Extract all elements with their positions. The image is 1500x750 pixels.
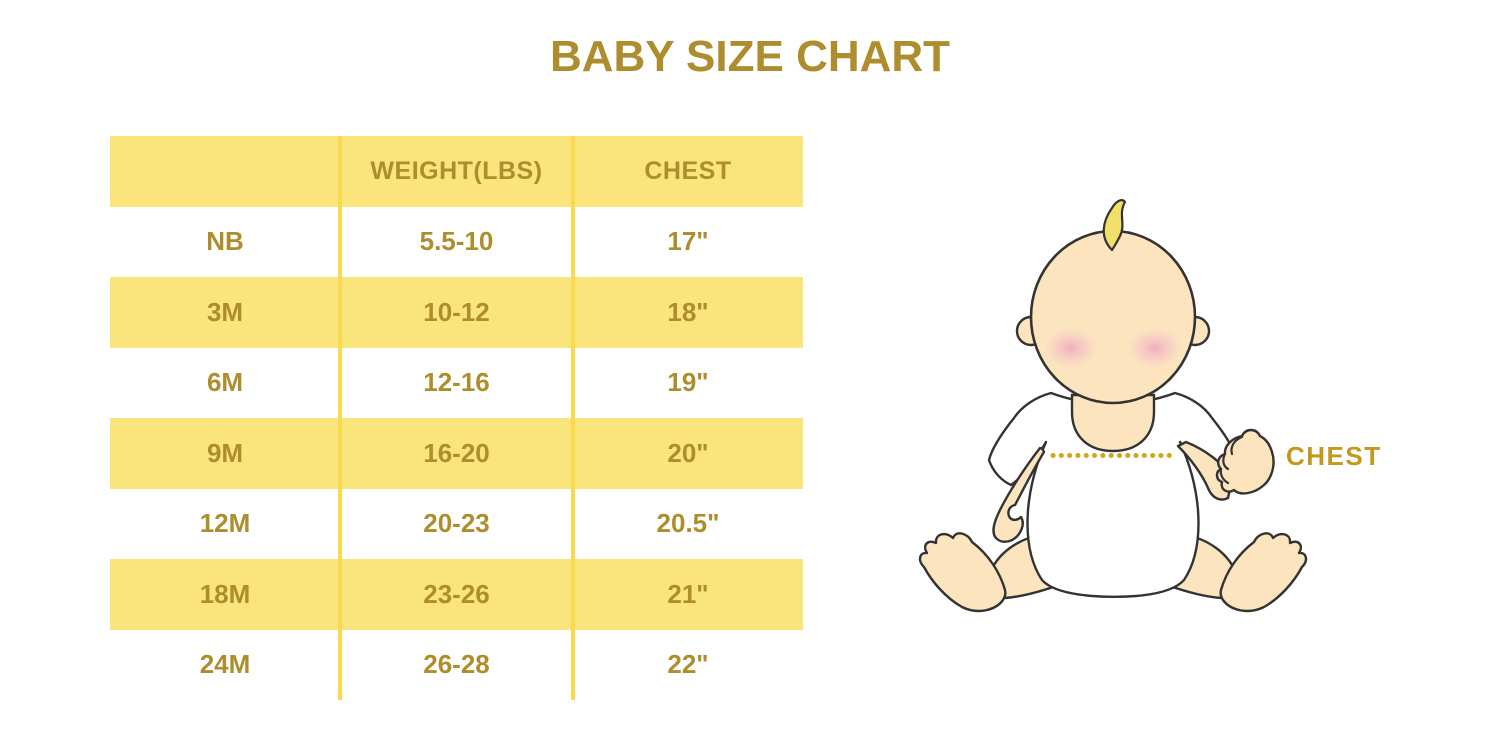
chest-cell: 20.5" xyxy=(656,508,720,539)
baby-head xyxy=(1029,229,1197,405)
baby-hair-curl xyxy=(1102,199,1127,252)
table-header-row: WEIGHT(LBS) CHEST xyxy=(110,136,803,207)
page-title: BABY SIZE CHART xyxy=(549,32,951,81)
weight-cell: 26-28 xyxy=(423,649,490,680)
chest-cell: 22" xyxy=(667,649,709,680)
chest-cell: 21" xyxy=(667,578,709,609)
column-divider xyxy=(338,136,342,700)
baby-left-foot xyxy=(918,532,1007,613)
chest-cell: 20" xyxy=(667,437,709,468)
size-cell: 6M xyxy=(206,367,244,398)
weight-cell: 20-23 xyxy=(423,508,490,539)
table-row: 24M 26-28 22" xyxy=(110,630,803,701)
size-cell: 12M xyxy=(199,508,251,539)
chest-cell: 19" xyxy=(667,367,709,398)
chest-cell: 18" xyxy=(667,296,709,327)
weight-cell: 16-20 xyxy=(423,437,490,468)
baby-neck xyxy=(1070,393,1156,453)
chest-cell: 17" xyxy=(667,226,709,257)
table-row: 12M 20-23 20.5" xyxy=(110,489,803,560)
chest-measure-label: CHEST xyxy=(1286,441,1382,471)
column-divider xyxy=(571,136,575,700)
baby-right-arm xyxy=(1176,440,1234,501)
baby-left-arm xyxy=(992,446,1046,543)
size-cell: 3M xyxy=(206,296,244,327)
baby-fist-knuckles xyxy=(1219,435,1244,485)
baby-onesie-body xyxy=(987,391,1239,598)
table-row: 9M 16-20 20" xyxy=(110,418,803,489)
header-chest: CHEST xyxy=(644,156,732,185)
table-row: 6M 12-16 19" xyxy=(110,348,803,419)
baby-fist xyxy=(1215,428,1275,495)
size-cell: NB xyxy=(206,226,244,257)
weight-cell: 10-12 xyxy=(423,296,490,327)
baby-illustration xyxy=(918,199,1308,613)
weight-cell: 12-16 xyxy=(423,367,490,398)
header-size xyxy=(110,136,340,207)
size-cell: 9M xyxy=(206,437,244,468)
size-chart-table: WEIGHT(LBS) CHEST NB 5.5-10 17" 3M 10-12… xyxy=(110,136,803,700)
baby-blush-right xyxy=(1128,328,1182,368)
table-row: 18M 23-26 21" xyxy=(110,559,803,630)
weight-cell: 5.5-10 xyxy=(419,226,494,257)
weight-cell: 23-26 xyxy=(423,578,490,609)
size-cell: 18M xyxy=(199,578,251,609)
table-row: 3M 10-12 18" xyxy=(110,277,803,348)
header-weight: WEIGHT(LBS) xyxy=(370,156,543,185)
size-cell: 24M xyxy=(199,649,251,680)
baby-right-foot xyxy=(1219,532,1308,613)
baby-blush-left xyxy=(1044,328,1098,368)
table-row: NB 5.5-10 17" xyxy=(110,207,803,278)
